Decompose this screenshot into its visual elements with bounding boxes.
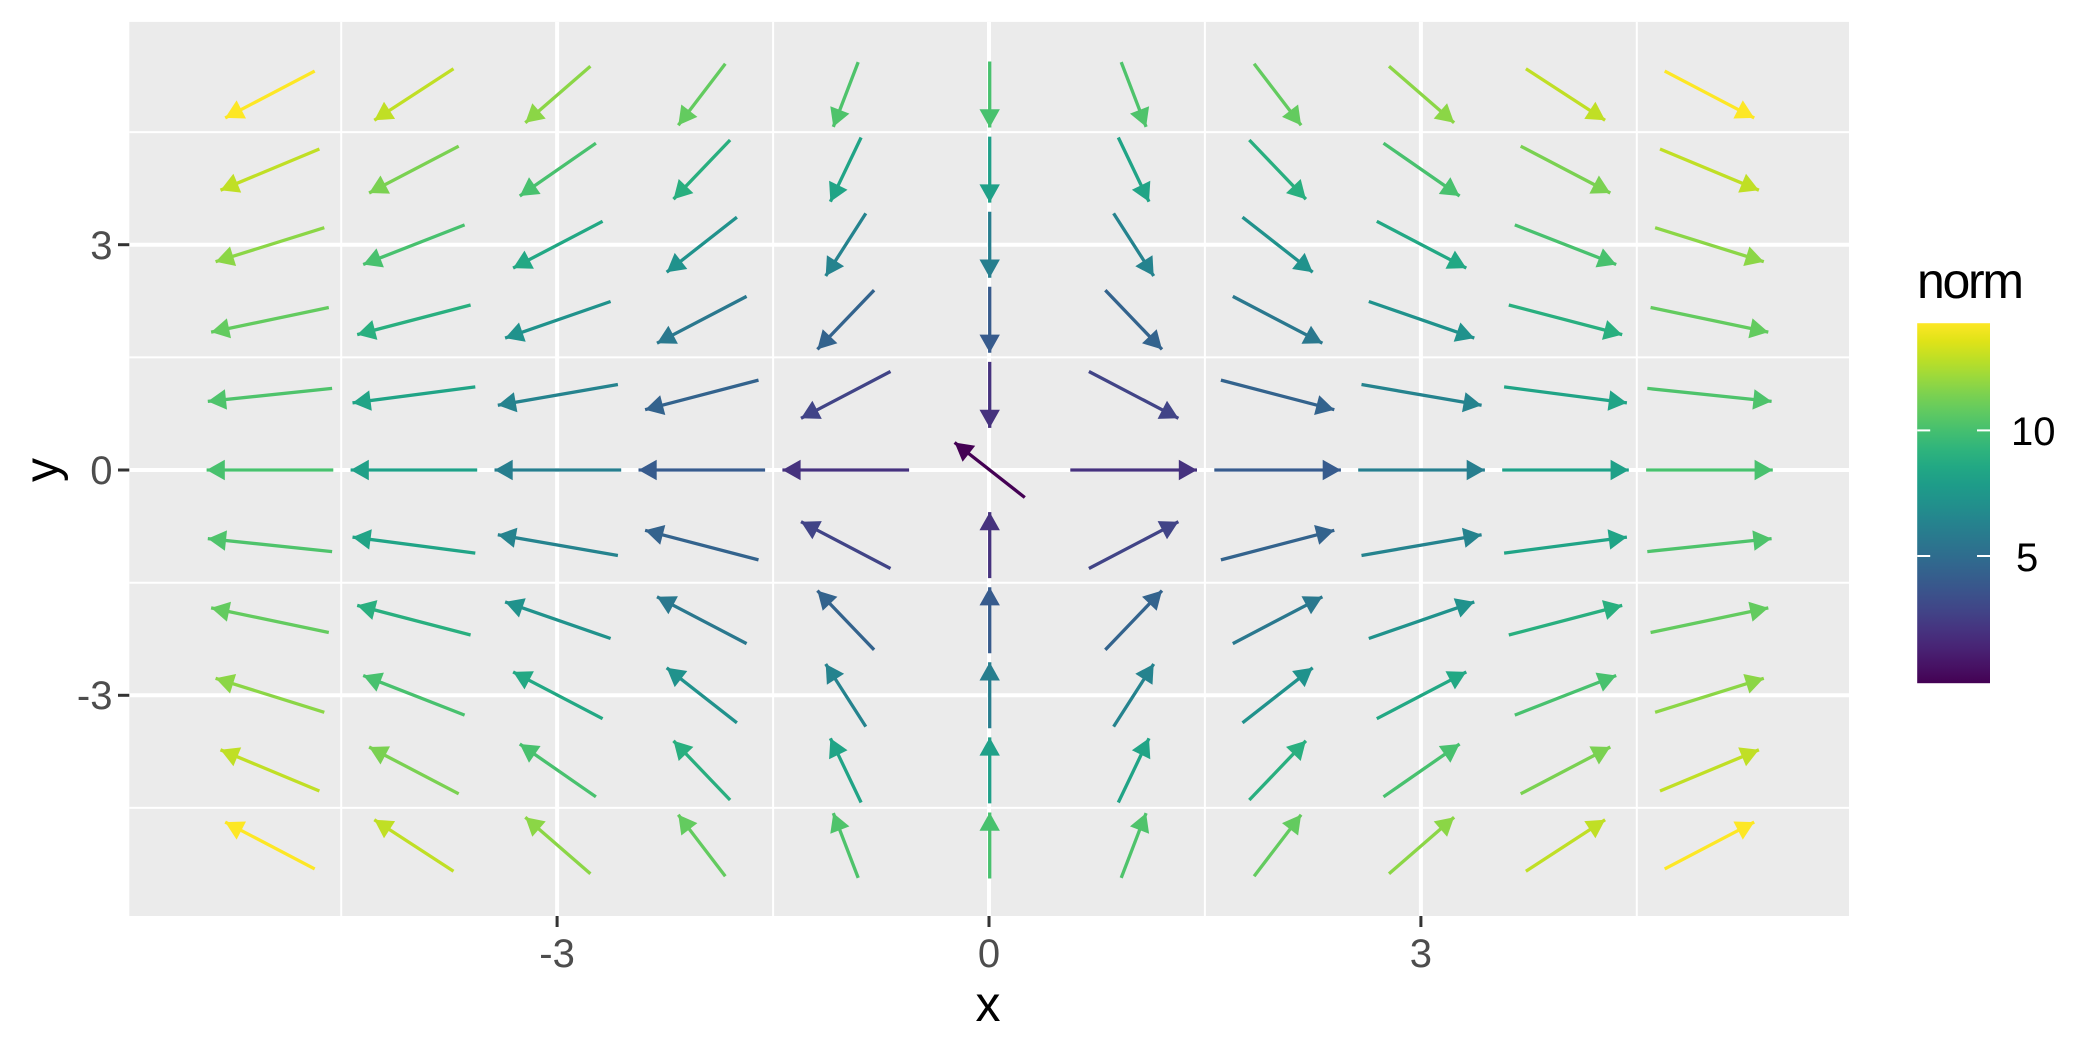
- svg-text:x: x: [976, 976, 1001, 1032]
- svg-text:y: y: [16, 458, 69, 482]
- svg-text:10: 10: [2011, 410, 2056, 454]
- svg-text:norm: norm: [1917, 253, 2022, 309]
- svg-text:0: 0: [978, 932, 1000, 976]
- svg-text:-3: -3: [539, 932, 575, 976]
- svg-text:0: 0: [90, 449, 112, 493]
- svg-text:3: 3: [1410, 932, 1432, 976]
- svg-text:3: 3: [90, 224, 112, 268]
- svg-text:-3: -3: [77, 674, 113, 718]
- svg-text:5: 5: [2016, 536, 2038, 580]
